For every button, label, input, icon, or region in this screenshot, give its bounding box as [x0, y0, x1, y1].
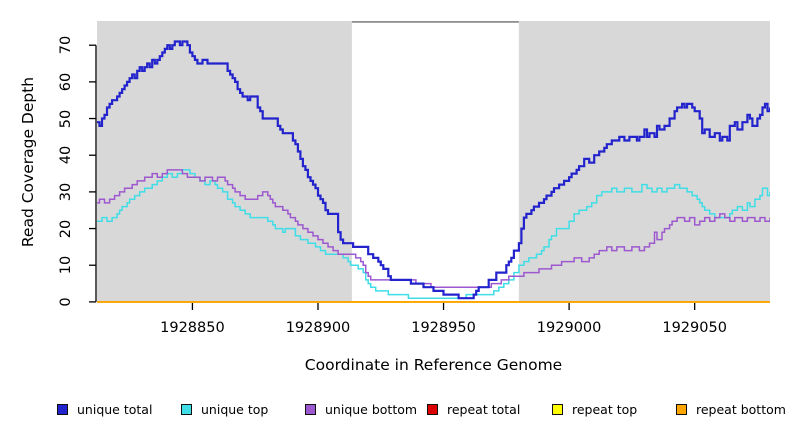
legend-label: unique bottom — [325, 401, 418, 417]
y-tick-label: 60 — [58, 72, 74, 92]
legend-item-repeat-total: repeat total — [427, 400, 520, 418]
y-tick-label: 20 — [58, 219, 74, 238]
legend-label: unique top — [201, 401, 269, 417]
legend-item-repeat-bottom: repeat bottom — [676, 400, 786, 418]
legend-item-unique-bottom: unique bottom — [305, 400, 417, 418]
y-tick-label: 0 — [58, 297, 74, 307]
x-tick-label: 1928850 — [160, 320, 225, 336]
legend-label: unique total — [77, 401, 153, 417]
legend-swatch-icon — [676, 403, 687, 415]
series-line-unique-total — [97, 40, 770, 300]
plot-canvas — [97, 21, 770, 303]
x-tick-label: 1928900 — [285, 320, 351, 336]
legend-label: repeat total — [447, 401, 521, 417]
y-tick-label: 10 — [58, 256, 74, 275]
legend-swatch-icon — [305, 403, 316, 415]
x-axis-title: Coordinate in Reference Genome — [304, 356, 563, 374]
legend-swatch-icon — [427, 403, 438, 415]
legend-swatch-icon — [181, 403, 192, 415]
x-tick-label: 1928950 — [411, 320, 476, 336]
legend-swatch-icon — [552, 403, 563, 415]
highlight-band-top-border — [351, 21, 519, 23]
x-tick-label: 1929000 — [536, 320, 602, 336]
y-tick-label: 50 — [58, 109, 74, 128]
y-tick-label: 40 — [58, 145, 74, 165]
y-axis-title: Read Coverage Depth — [19, 76, 37, 248]
x-tick-label: 1929050 — [662, 320, 727, 336]
legend-label: repeat bottom — [696, 401, 786, 417]
legend-label: repeat top — [572, 401, 638, 417]
legend: unique total unique top unique bottom repea… — [0, 400, 792, 420]
legend-item-unique-top: unique top — [181, 400, 268, 418]
y-tick-label: 30 — [58, 182, 74, 202]
legend-swatch-icon — [57, 403, 68, 415]
series-line-unique-bottom — [97, 169, 770, 288]
highlight-band — [351, 21, 519, 303]
legend-item-repeat-top: repeat top — [552, 400, 637, 418]
legend-item-unique-total: unique total — [57, 400, 152, 418]
y-tick-label: 70 — [58, 35, 74, 55]
